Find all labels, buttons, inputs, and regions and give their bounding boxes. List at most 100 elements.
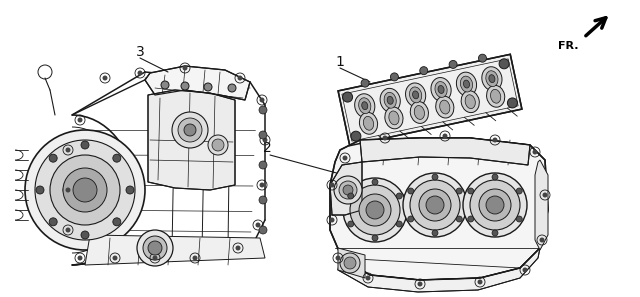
Circle shape xyxy=(50,155,120,225)
Circle shape xyxy=(126,186,134,194)
Circle shape xyxy=(366,201,384,219)
Circle shape xyxy=(65,148,70,152)
Text: 2: 2 xyxy=(262,141,271,155)
Polygon shape xyxy=(360,138,530,165)
Circle shape xyxy=(193,255,198,260)
Circle shape xyxy=(152,255,157,260)
Circle shape xyxy=(73,178,97,202)
Circle shape xyxy=(262,138,268,143)
Ellipse shape xyxy=(358,98,371,114)
Circle shape xyxy=(456,188,462,194)
Polygon shape xyxy=(330,138,548,280)
Ellipse shape xyxy=(460,76,472,92)
Circle shape xyxy=(420,67,428,75)
Polygon shape xyxy=(338,248,365,278)
Ellipse shape xyxy=(463,80,470,88)
Circle shape xyxy=(330,182,335,187)
Circle shape xyxy=(339,181,357,199)
Circle shape xyxy=(359,194,391,226)
Circle shape xyxy=(522,268,527,273)
Ellipse shape xyxy=(360,112,378,134)
Circle shape xyxy=(113,154,121,162)
Circle shape xyxy=(113,255,118,260)
Circle shape xyxy=(259,196,267,204)
Circle shape xyxy=(204,83,212,91)
Ellipse shape xyxy=(385,107,403,129)
Ellipse shape xyxy=(435,82,447,97)
Ellipse shape xyxy=(465,95,476,109)
Polygon shape xyxy=(145,66,250,100)
Text: 3: 3 xyxy=(136,45,145,59)
Circle shape xyxy=(477,279,483,285)
Circle shape xyxy=(468,216,474,222)
Circle shape xyxy=(410,180,460,230)
Circle shape xyxy=(161,81,169,89)
Ellipse shape xyxy=(410,87,422,103)
Polygon shape xyxy=(338,54,522,146)
Circle shape xyxy=(350,185,400,235)
Circle shape xyxy=(449,60,457,68)
Circle shape xyxy=(543,192,547,198)
Circle shape xyxy=(417,282,422,287)
Circle shape xyxy=(330,217,335,222)
Ellipse shape xyxy=(362,102,368,110)
Circle shape xyxy=(396,193,403,199)
Circle shape xyxy=(344,257,356,269)
Circle shape xyxy=(148,241,162,255)
Circle shape xyxy=(259,226,267,234)
Circle shape xyxy=(343,185,353,195)
Circle shape xyxy=(468,188,474,194)
Circle shape xyxy=(36,186,44,194)
Circle shape xyxy=(432,230,438,236)
Circle shape xyxy=(365,276,371,280)
Ellipse shape xyxy=(456,72,477,96)
Circle shape xyxy=(178,118,202,142)
Ellipse shape xyxy=(380,89,400,112)
Circle shape xyxy=(340,253,360,273)
Circle shape xyxy=(419,189,451,221)
Circle shape xyxy=(212,139,224,151)
Text: 1: 1 xyxy=(335,55,344,69)
Circle shape xyxy=(479,189,511,221)
Circle shape xyxy=(342,92,353,102)
Circle shape xyxy=(493,138,497,143)
Ellipse shape xyxy=(384,92,396,108)
Text: FR.: FR. xyxy=(557,41,579,51)
Ellipse shape xyxy=(431,78,451,101)
Circle shape xyxy=(63,168,107,212)
Circle shape xyxy=(470,180,520,230)
Circle shape xyxy=(182,66,188,70)
Ellipse shape xyxy=(436,96,454,118)
Polygon shape xyxy=(330,162,362,215)
Circle shape xyxy=(25,130,145,250)
Circle shape xyxy=(81,231,89,239)
Circle shape xyxy=(35,140,135,240)
Circle shape xyxy=(65,187,70,192)
Ellipse shape xyxy=(414,105,424,119)
Circle shape xyxy=(334,176,362,204)
Circle shape xyxy=(259,97,264,102)
Circle shape xyxy=(77,118,83,122)
Polygon shape xyxy=(148,90,235,190)
Ellipse shape xyxy=(461,91,479,113)
Circle shape xyxy=(479,54,486,62)
Circle shape xyxy=(396,221,403,227)
Circle shape xyxy=(516,188,522,194)
Circle shape xyxy=(65,228,70,233)
Circle shape xyxy=(540,238,545,242)
Circle shape xyxy=(516,216,522,222)
Circle shape xyxy=(255,222,260,228)
Circle shape xyxy=(403,173,467,237)
Circle shape xyxy=(49,154,57,162)
Ellipse shape xyxy=(413,91,419,99)
Circle shape xyxy=(259,161,267,169)
Circle shape xyxy=(508,98,517,108)
Circle shape xyxy=(237,75,243,80)
Polygon shape xyxy=(85,235,265,265)
Circle shape xyxy=(532,149,538,154)
Ellipse shape xyxy=(482,67,502,91)
Circle shape xyxy=(113,218,121,226)
Circle shape xyxy=(486,196,504,214)
Circle shape xyxy=(492,174,498,180)
Circle shape xyxy=(492,230,498,236)
